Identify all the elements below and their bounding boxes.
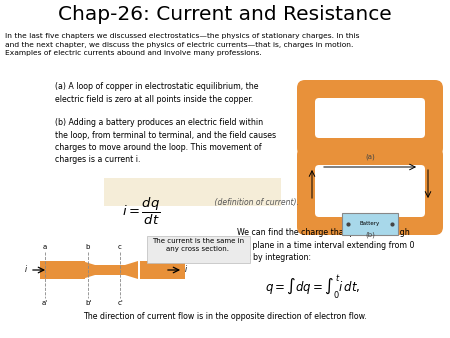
- Bar: [82, 265, 138, 275]
- FancyBboxPatch shape: [297, 147, 443, 235]
- FancyBboxPatch shape: [315, 165, 425, 217]
- Text: (definition of current).: (definition of current).: [205, 198, 299, 207]
- FancyBboxPatch shape: [104, 178, 281, 206]
- Text: Chap-26: Current and Resistance: Chap-26: Current and Resistance: [58, 5, 392, 24]
- Text: a': a': [42, 300, 48, 306]
- Text: We can find the charge that passes through
the plane in a time interval extendin: We can find the charge that passes throu…: [237, 228, 414, 262]
- Bar: [140, 261, 185, 279]
- Polygon shape: [82, 261, 95, 279]
- Bar: [40, 261, 85, 279]
- Ellipse shape: [140, 261, 170, 279]
- Text: (b) Adding a battery produces an electric field within
the loop, from terminal t: (b) Adding a battery produces an electri…: [55, 118, 276, 165]
- Text: i: i: [25, 266, 27, 274]
- Text: $i = \dfrac{dq}{dt}$: $i = \dfrac{dq}{dt}$: [122, 196, 161, 227]
- Text: i: i: [185, 266, 187, 274]
- Text: a: a: [43, 244, 47, 250]
- Text: $q = \int dq = \int_0^t i\,dt,$: $q = \int dq = \int_0^t i\,dt,$: [265, 273, 360, 301]
- FancyBboxPatch shape: [147, 236, 249, 263]
- FancyBboxPatch shape: [315, 98, 425, 138]
- Text: (a) A loop of copper in electrostatic equilibrium, the
electric field is zero at: (a) A loop of copper in electrostatic eq…: [55, 82, 258, 103]
- Text: c: c: [118, 244, 122, 250]
- Text: Battery: Battery: [360, 221, 380, 226]
- FancyBboxPatch shape: [297, 80, 443, 156]
- Ellipse shape: [40, 261, 70, 279]
- Text: (a): (a): [365, 153, 375, 160]
- Text: b: b: [86, 244, 90, 250]
- Bar: [342, 213, 398, 235]
- Text: c': c': [117, 300, 123, 306]
- Text: The direction of current flow is in the opposite direction of electron flow.: The direction of current flow is in the …: [83, 312, 367, 321]
- Polygon shape: [125, 261, 138, 279]
- Text: b': b': [85, 300, 91, 306]
- Text: In the last five chapters we discussed electrostatics—the physics of stationary : In the last five chapters we discussed e…: [5, 33, 360, 56]
- Text: (b): (b): [365, 232, 375, 239]
- Text: The current is the same in
any cross section.: The current is the same in any cross sec…: [152, 238, 244, 252]
